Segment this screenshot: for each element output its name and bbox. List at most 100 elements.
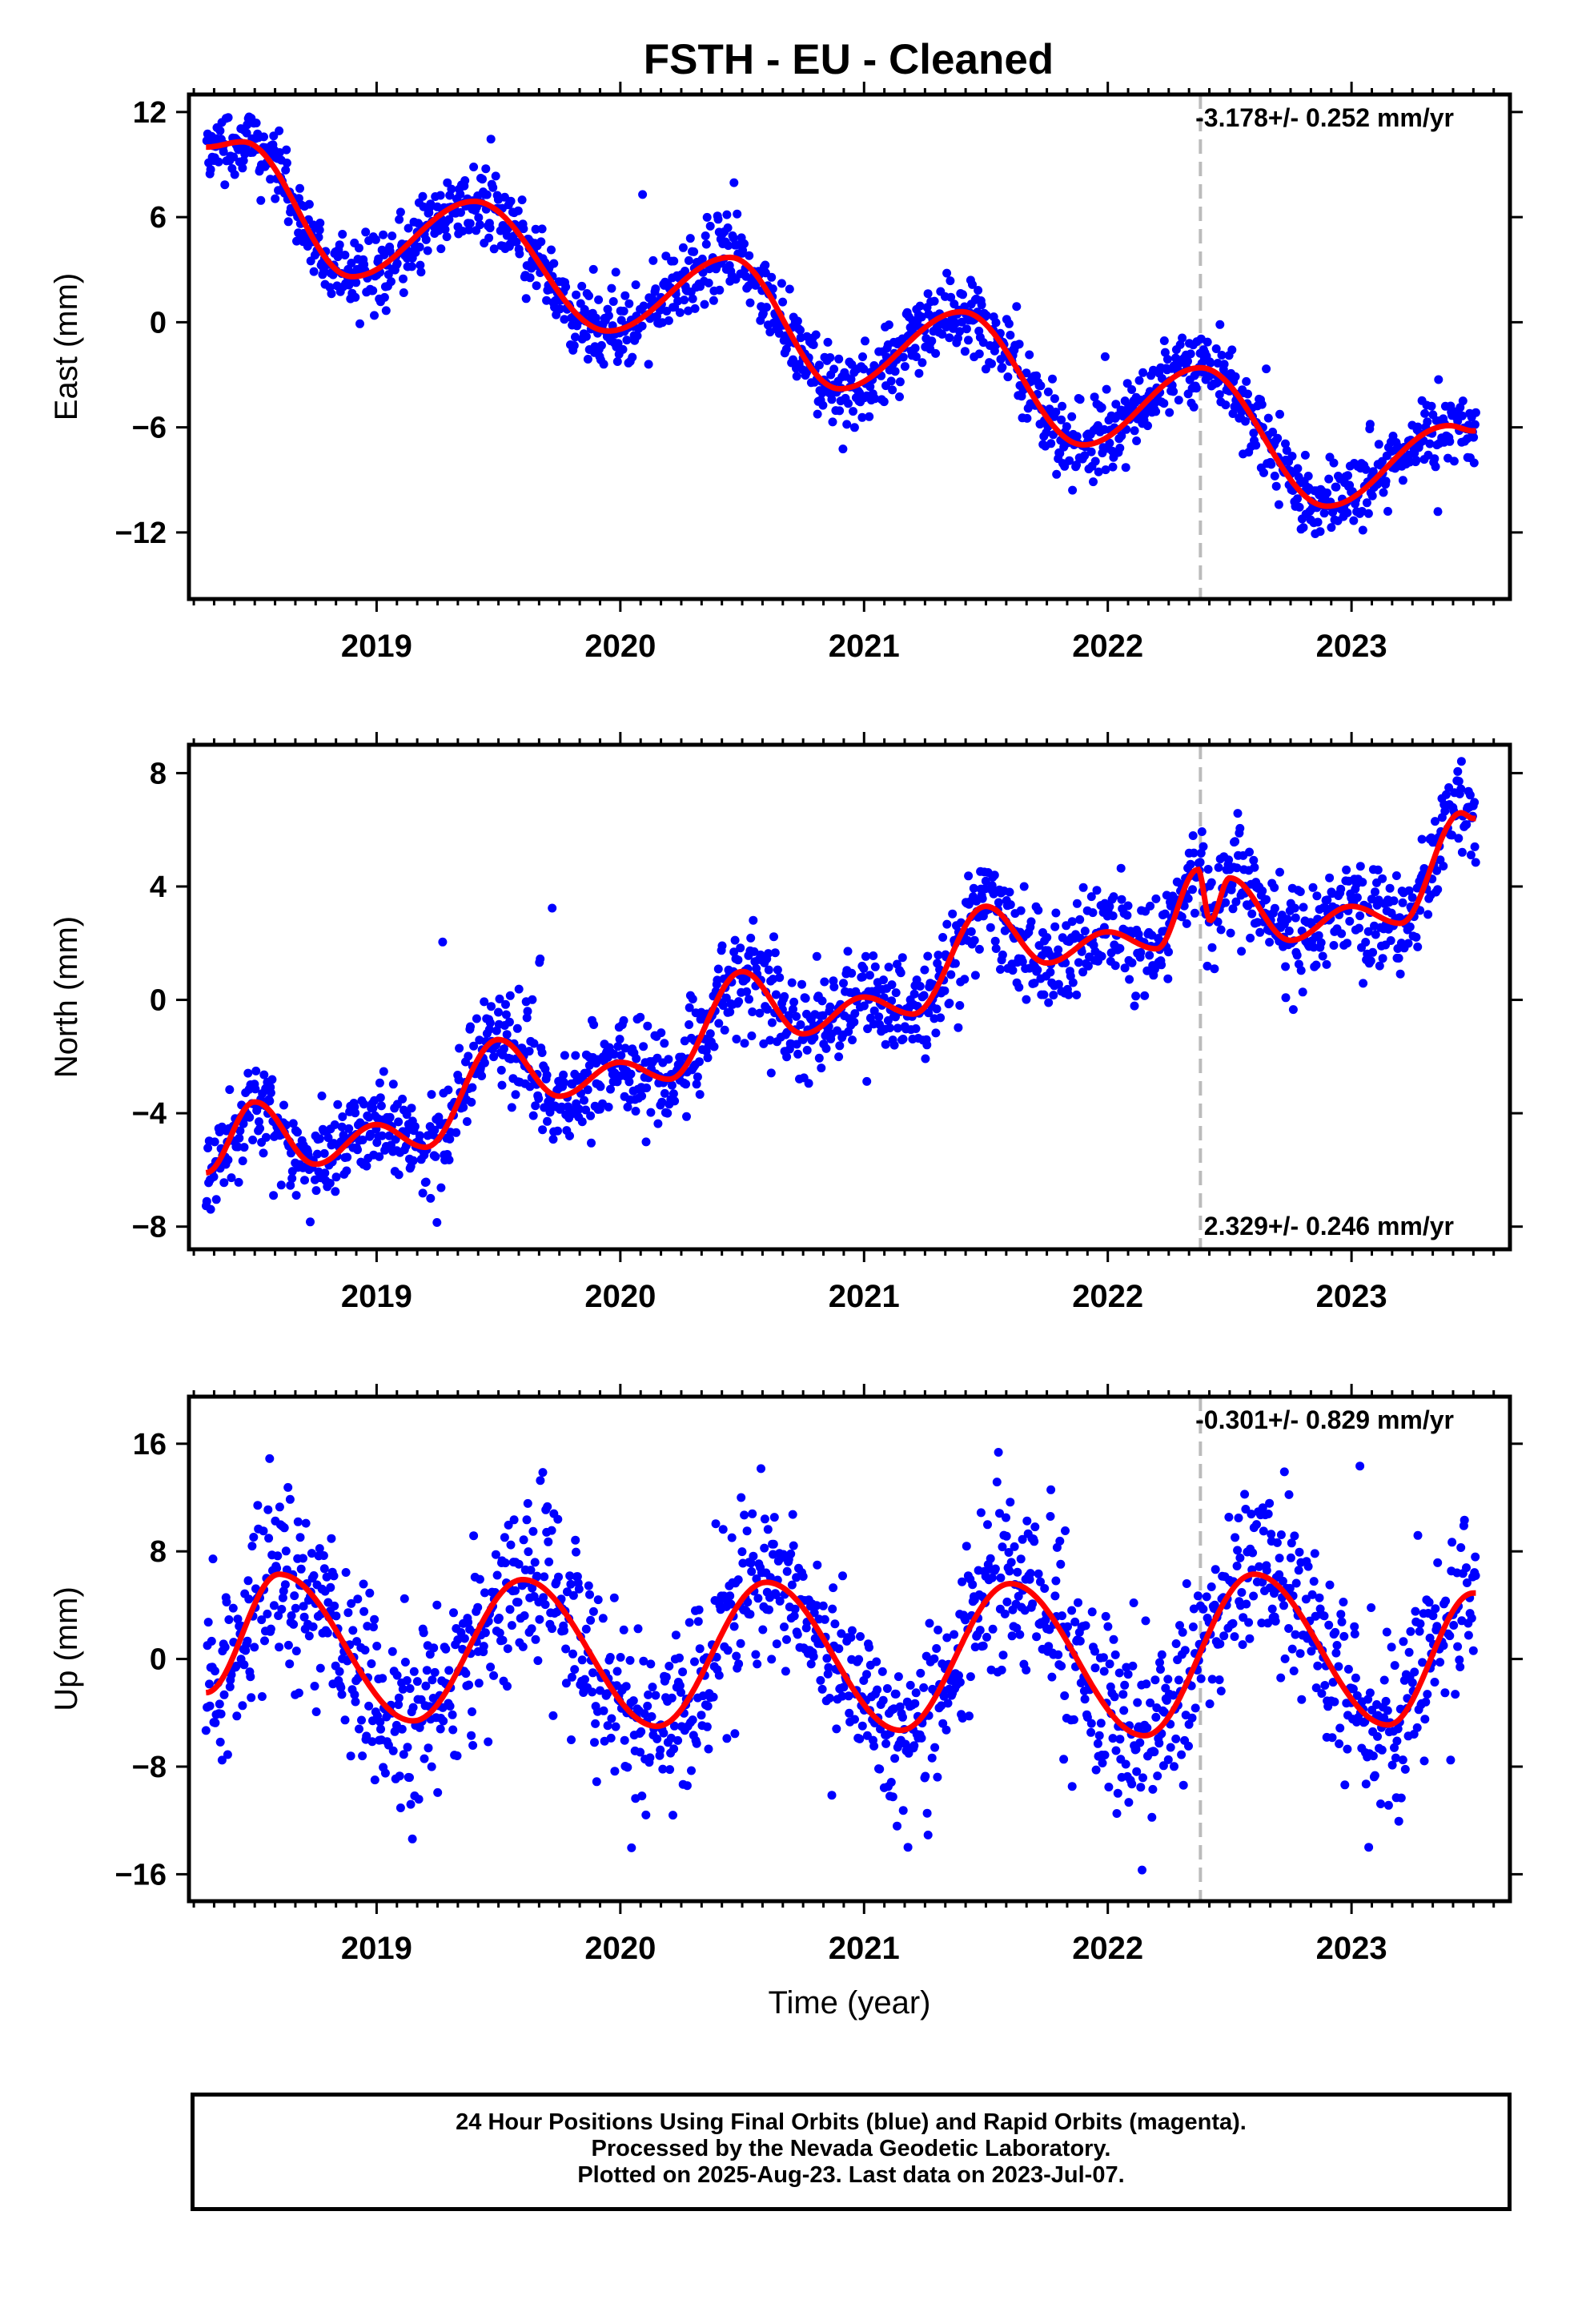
data-point	[1026, 917, 1036, 927]
data-point	[669, 1744, 679, 1754]
data-point	[1268, 428, 1278, 436]
data-point	[763, 1525, 773, 1534]
data-point	[1238, 1640, 1247, 1650]
data-point	[1343, 939, 1352, 948]
data-point	[577, 281, 587, 291]
data-point	[764, 949, 773, 959]
data-point	[282, 1565, 291, 1574]
data-point	[930, 1743, 940, 1752]
data-point	[1188, 831, 1198, 840]
data-point	[1022, 413, 1032, 423]
data-point	[293, 1517, 303, 1526]
data-point	[514, 984, 524, 994]
data-point	[653, 1119, 663, 1128]
data-point	[548, 1624, 556, 1634]
data-point	[938, 329, 947, 339]
data-point	[501, 999, 510, 1009]
data-point	[1022, 368, 1031, 378]
data-point	[677, 1687, 685, 1697]
data-point	[729, 233, 738, 243]
data-point	[621, 1682, 631, 1691]
data-point	[661, 1672, 671, 1682]
data-point	[1110, 961, 1120, 971]
data-point	[711, 1519, 721, 1529]
data-point	[1267, 460, 1276, 469]
data-point	[734, 997, 744, 1007]
data-point	[1431, 1604, 1440, 1614]
data-point	[517, 195, 527, 205]
data-point	[275, 148, 284, 157]
data-point	[1162, 355, 1172, 364]
x-tick-label: 2019	[341, 629, 412, 664]
data-point	[1183, 894, 1193, 903]
data-point	[1337, 1617, 1347, 1626]
data-point	[758, 1625, 768, 1634]
data-point	[623, 1763, 632, 1772]
data-point	[933, 1772, 942, 1782]
data-point	[1258, 887, 1267, 895]
data-point	[485, 1018, 495, 1027]
data-point	[416, 260, 425, 270]
data-point	[748, 1007, 757, 1016]
data-point	[498, 1635, 508, 1645]
data-point	[432, 1218, 442, 1227]
data-point	[201, 1726, 211, 1735]
data-point	[1133, 1698, 1142, 1707]
data-point	[879, 397, 889, 407]
data-point	[1016, 1554, 1026, 1564]
data-point	[1328, 1678, 1338, 1687]
data-point	[513, 206, 523, 215]
data-point	[455, 1043, 464, 1053]
data-point	[722, 1734, 732, 1743]
data-point	[583, 1085, 592, 1095]
data-point	[732, 1651, 741, 1661]
data-point	[251, 1084, 260, 1094]
data-point	[835, 406, 845, 416]
data-point	[1211, 344, 1221, 353]
data-point	[299, 1554, 307, 1563]
data-point	[890, 367, 900, 376]
data-point	[693, 1617, 703, 1626]
data-point	[1310, 1549, 1319, 1558]
data-point	[862, 1076, 872, 1086]
data-point	[266, 175, 275, 184]
data-point	[922, 1808, 932, 1818]
data-point	[599, 1706, 608, 1715]
data-point	[1395, 913, 1404, 923]
data-point	[909, 989, 919, 999]
data-point	[1014, 983, 1024, 992]
data-point	[1358, 878, 1367, 887]
data-point	[484, 233, 494, 243]
data-point	[1022, 1516, 1032, 1526]
data-point	[1386, 936, 1395, 945]
data-point	[1381, 476, 1391, 486]
data-point	[688, 294, 697, 304]
data-point	[351, 278, 361, 287]
data-point	[1405, 922, 1415, 931]
data-point	[1309, 1577, 1319, 1586]
data-point	[501, 1010, 511, 1019]
data-point	[1340, 1780, 1350, 1790]
data-point	[1430, 1678, 1439, 1687]
data-point	[1006, 331, 1015, 340]
data-point	[1189, 402, 1199, 412]
data-point	[385, 1112, 395, 1122]
data-point	[230, 170, 239, 179]
data-point	[1213, 917, 1223, 927]
data-point	[1280, 1654, 1290, 1663]
data-point	[1465, 790, 1475, 800]
data-point	[1365, 1688, 1375, 1698]
data-point	[850, 1715, 859, 1724]
data-point	[1219, 1631, 1229, 1641]
data-point	[895, 392, 904, 401]
data-point	[359, 1100, 368, 1109]
data-point	[448, 1710, 457, 1719]
data-point	[678, 243, 688, 252]
data-point	[1250, 862, 1259, 872]
data-point	[1151, 407, 1161, 416]
data-point	[905, 1680, 915, 1690]
data-point	[1097, 403, 1106, 412]
data-point	[954, 1671, 963, 1680]
data-point	[206, 165, 215, 175]
data-point	[269, 1191, 279, 1200]
